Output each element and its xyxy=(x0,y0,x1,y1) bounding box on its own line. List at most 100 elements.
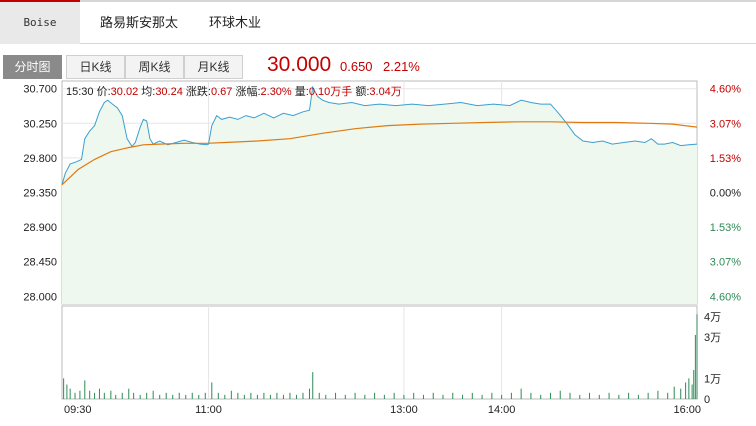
volume-bar xyxy=(172,394,174,399)
volume-bar xyxy=(413,392,415,399)
volume-bar xyxy=(344,394,346,399)
volume-bar xyxy=(263,392,265,399)
volume-bar xyxy=(94,392,96,399)
volume-bar xyxy=(308,388,310,399)
volume-bar xyxy=(688,378,690,399)
volume-bar xyxy=(403,394,405,399)
volume-bar xyxy=(250,392,252,399)
y-tick-label: 30.250 xyxy=(23,118,57,130)
volume-bar xyxy=(598,394,600,399)
volume-bar xyxy=(121,392,123,399)
tab-intraday[interactable]: 分时图 xyxy=(3,55,62,79)
tab-weekly-k[interactable]: 周K线 xyxy=(125,55,184,79)
info-price: 30.02 xyxy=(110,86,139,98)
volume-tick-label: 1万 xyxy=(704,373,721,385)
volume-bar xyxy=(685,382,687,399)
volume-tick-label: 4万 xyxy=(704,311,721,323)
volume-bar xyxy=(63,378,65,399)
volume-bar xyxy=(318,392,320,399)
volume-bar xyxy=(79,390,81,399)
volume-bar xyxy=(74,392,76,399)
info-price-label: 价: xyxy=(96,86,111,98)
tab-daily-k[interactable]: 日K线 xyxy=(66,55,125,79)
volume-bar xyxy=(442,394,444,399)
volume-bar xyxy=(276,392,278,399)
volume-bar xyxy=(569,392,571,399)
volume-bar xyxy=(691,384,693,399)
volume-bar xyxy=(452,392,454,399)
volume-bar xyxy=(540,394,542,399)
volume-bar xyxy=(364,394,366,399)
info-avg-label: 均: xyxy=(141,86,156,98)
y-tick-label: 28.900 xyxy=(23,222,57,234)
volume-bar xyxy=(98,388,100,399)
pct-tick-label: 4.60% xyxy=(710,291,741,303)
volume-bar xyxy=(589,392,591,399)
volume-tick-label: 3万 xyxy=(704,332,721,344)
volume-bar xyxy=(628,392,630,399)
info-line: 15:30 价:30.02 均:30.24 涨跌:0.67 涨幅:2.30% 量… xyxy=(66,83,402,99)
price-change-percent: 2.21% xyxy=(383,59,420,74)
volume-bar xyxy=(152,390,154,399)
volume-bar xyxy=(146,392,148,399)
info-amp-label: 涨幅: xyxy=(235,86,261,98)
company-tabs: Boise 路易斯安那太 环球木业 xyxy=(0,0,756,44)
x-tick-label: 14:00 xyxy=(488,404,516,416)
info-amt-label: 额: xyxy=(355,86,370,98)
y-tick-label: 28.450 xyxy=(23,257,57,269)
volume-tick-label: 0 xyxy=(704,394,710,406)
x-tick-label: 09:30 xyxy=(64,404,92,416)
pct-tick-label: 0.00% xyxy=(710,188,741,200)
price-line xyxy=(61,85,698,185)
company-tab-universal-forest[interactable]: 环球木业 xyxy=(209,15,262,30)
volume-bar xyxy=(282,394,284,399)
volume-bar xyxy=(694,334,696,399)
pct-tick-label: 3.07% xyxy=(710,257,741,269)
volume-bar xyxy=(393,392,395,399)
volume-bar xyxy=(501,394,503,399)
volume-bar xyxy=(471,392,473,399)
volume-bar xyxy=(89,390,91,399)
volume-bar xyxy=(374,392,376,399)
y-tick-label: 30.700 xyxy=(23,84,57,96)
volume-panel-frame xyxy=(61,305,698,400)
volume-bar xyxy=(230,390,232,399)
company-tab-boise[interactable]: Boise xyxy=(0,0,80,44)
y-tick-label: 29.350 xyxy=(23,188,57,200)
volume-bar xyxy=(217,392,219,399)
y-tick-label: 28.000 xyxy=(23,291,57,303)
volume-bar xyxy=(491,392,493,399)
volume-bar xyxy=(128,388,130,399)
volume-bar xyxy=(269,394,271,399)
price-area-fill xyxy=(62,87,697,304)
volume-bar xyxy=(696,314,698,399)
info-amt: 3.04万 xyxy=(369,86,402,98)
volume-bar xyxy=(422,394,424,399)
tab-monthly-k[interactable]: 月K线 xyxy=(184,55,243,79)
volume-bar xyxy=(103,392,105,399)
volume-bar xyxy=(211,382,213,399)
pct-tick-label: 1.53% xyxy=(710,222,741,234)
pct-tick-label: 1.53% xyxy=(710,153,741,165)
volume-bar xyxy=(693,370,695,399)
volume-bar xyxy=(618,394,620,399)
volume-bar xyxy=(530,392,532,399)
volume-bar xyxy=(579,394,581,399)
volume-bar xyxy=(139,394,141,399)
volume-bar xyxy=(312,372,314,399)
volume-bar xyxy=(647,392,649,399)
volume-bar xyxy=(383,394,385,399)
volume-bar xyxy=(520,388,522,399)
volume-bar xyxy=(191,392,193,399)
volume-bar xyxy=(159,394,161,399)
volume-bar xyxy=(110,390,112,399)
volume-bar xyxy=(354,392,356,399)
volume-bar xyxy=(608,392,610,399)
info-vol: 0.10万手 xyxy=(308,86,353,98)
volume-bar xyxy=(335,392,337,399)
average-price-line xyxy=(61,121,698,186)
y-tick-label: 29.800 xyxy=(23,153,57,165)
company-tab-louisiana-pacific[interactable]: 路易斯安那太 xyxy=(100,15,179,30)
volume-bar xyxy=(243,394,245,399)
